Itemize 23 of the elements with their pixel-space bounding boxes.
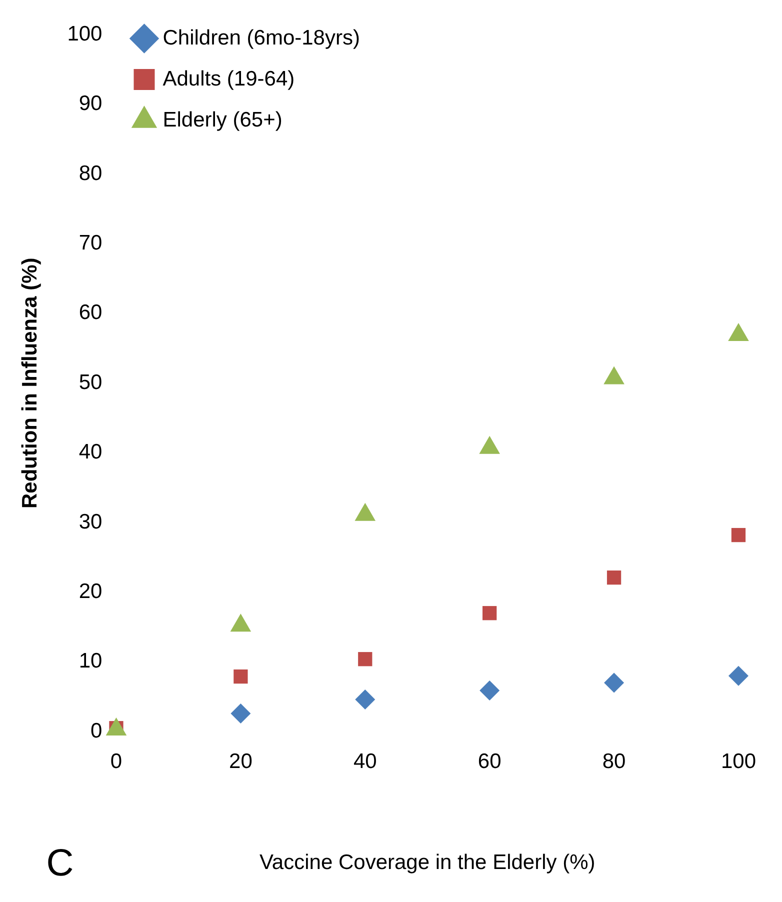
y-tick-label: 30 <box>78 510 102 534</box>
legend-label: Adults (19-64) <box>162 67 295 90</box>
x-tick-label: 80 <box>602 750 626 773</box>
y-tick-label: 20 <box>78 580 102 603</box>
legend-label: Elderly (65+) <box>162 108 282 132</box>
x-axis-title: Vaccine Coverage in the Elderly (%) <box>259 851 596 874</box>
y-tick-label: 40 <box>78 440 102 464</box>
x-tick-label: 100 <box>720 750 756 773</box>
y-tick-label: 90 <box>78 92 102 116</box>
y-tick-label: 0 <box>90 719 102 742</box>
x-tick-label: 60 <box>478 750 502 773</box>
text: C <box>46 842 74 884</box>
y-tick-label: 100 <box>67 22 102 46</box>
x-tick-label: 20 <box>229 750 252 773</box>
y-axis-title: Redution in Influenza (%) <box>18 258 42 509</box>
y-tick-label: 80 <box>78 162 102 185</box>
y-tick-label: 50 <box>78 370 102 394</box>
y-tick-label: 10 <box>78 650 102 673</box>
x-tick-label: 0 <box>110 750 122 773</box>
x-tick-label: 40 <box>353 750 377 773</box>
y-tick-label: 70 <box>78 231 102 254</box>
y-tick-label: 60 <box>78 301 102 324</box>
legend-label: Children (6mo-18yrs) <box>162 26 360 50</box>
